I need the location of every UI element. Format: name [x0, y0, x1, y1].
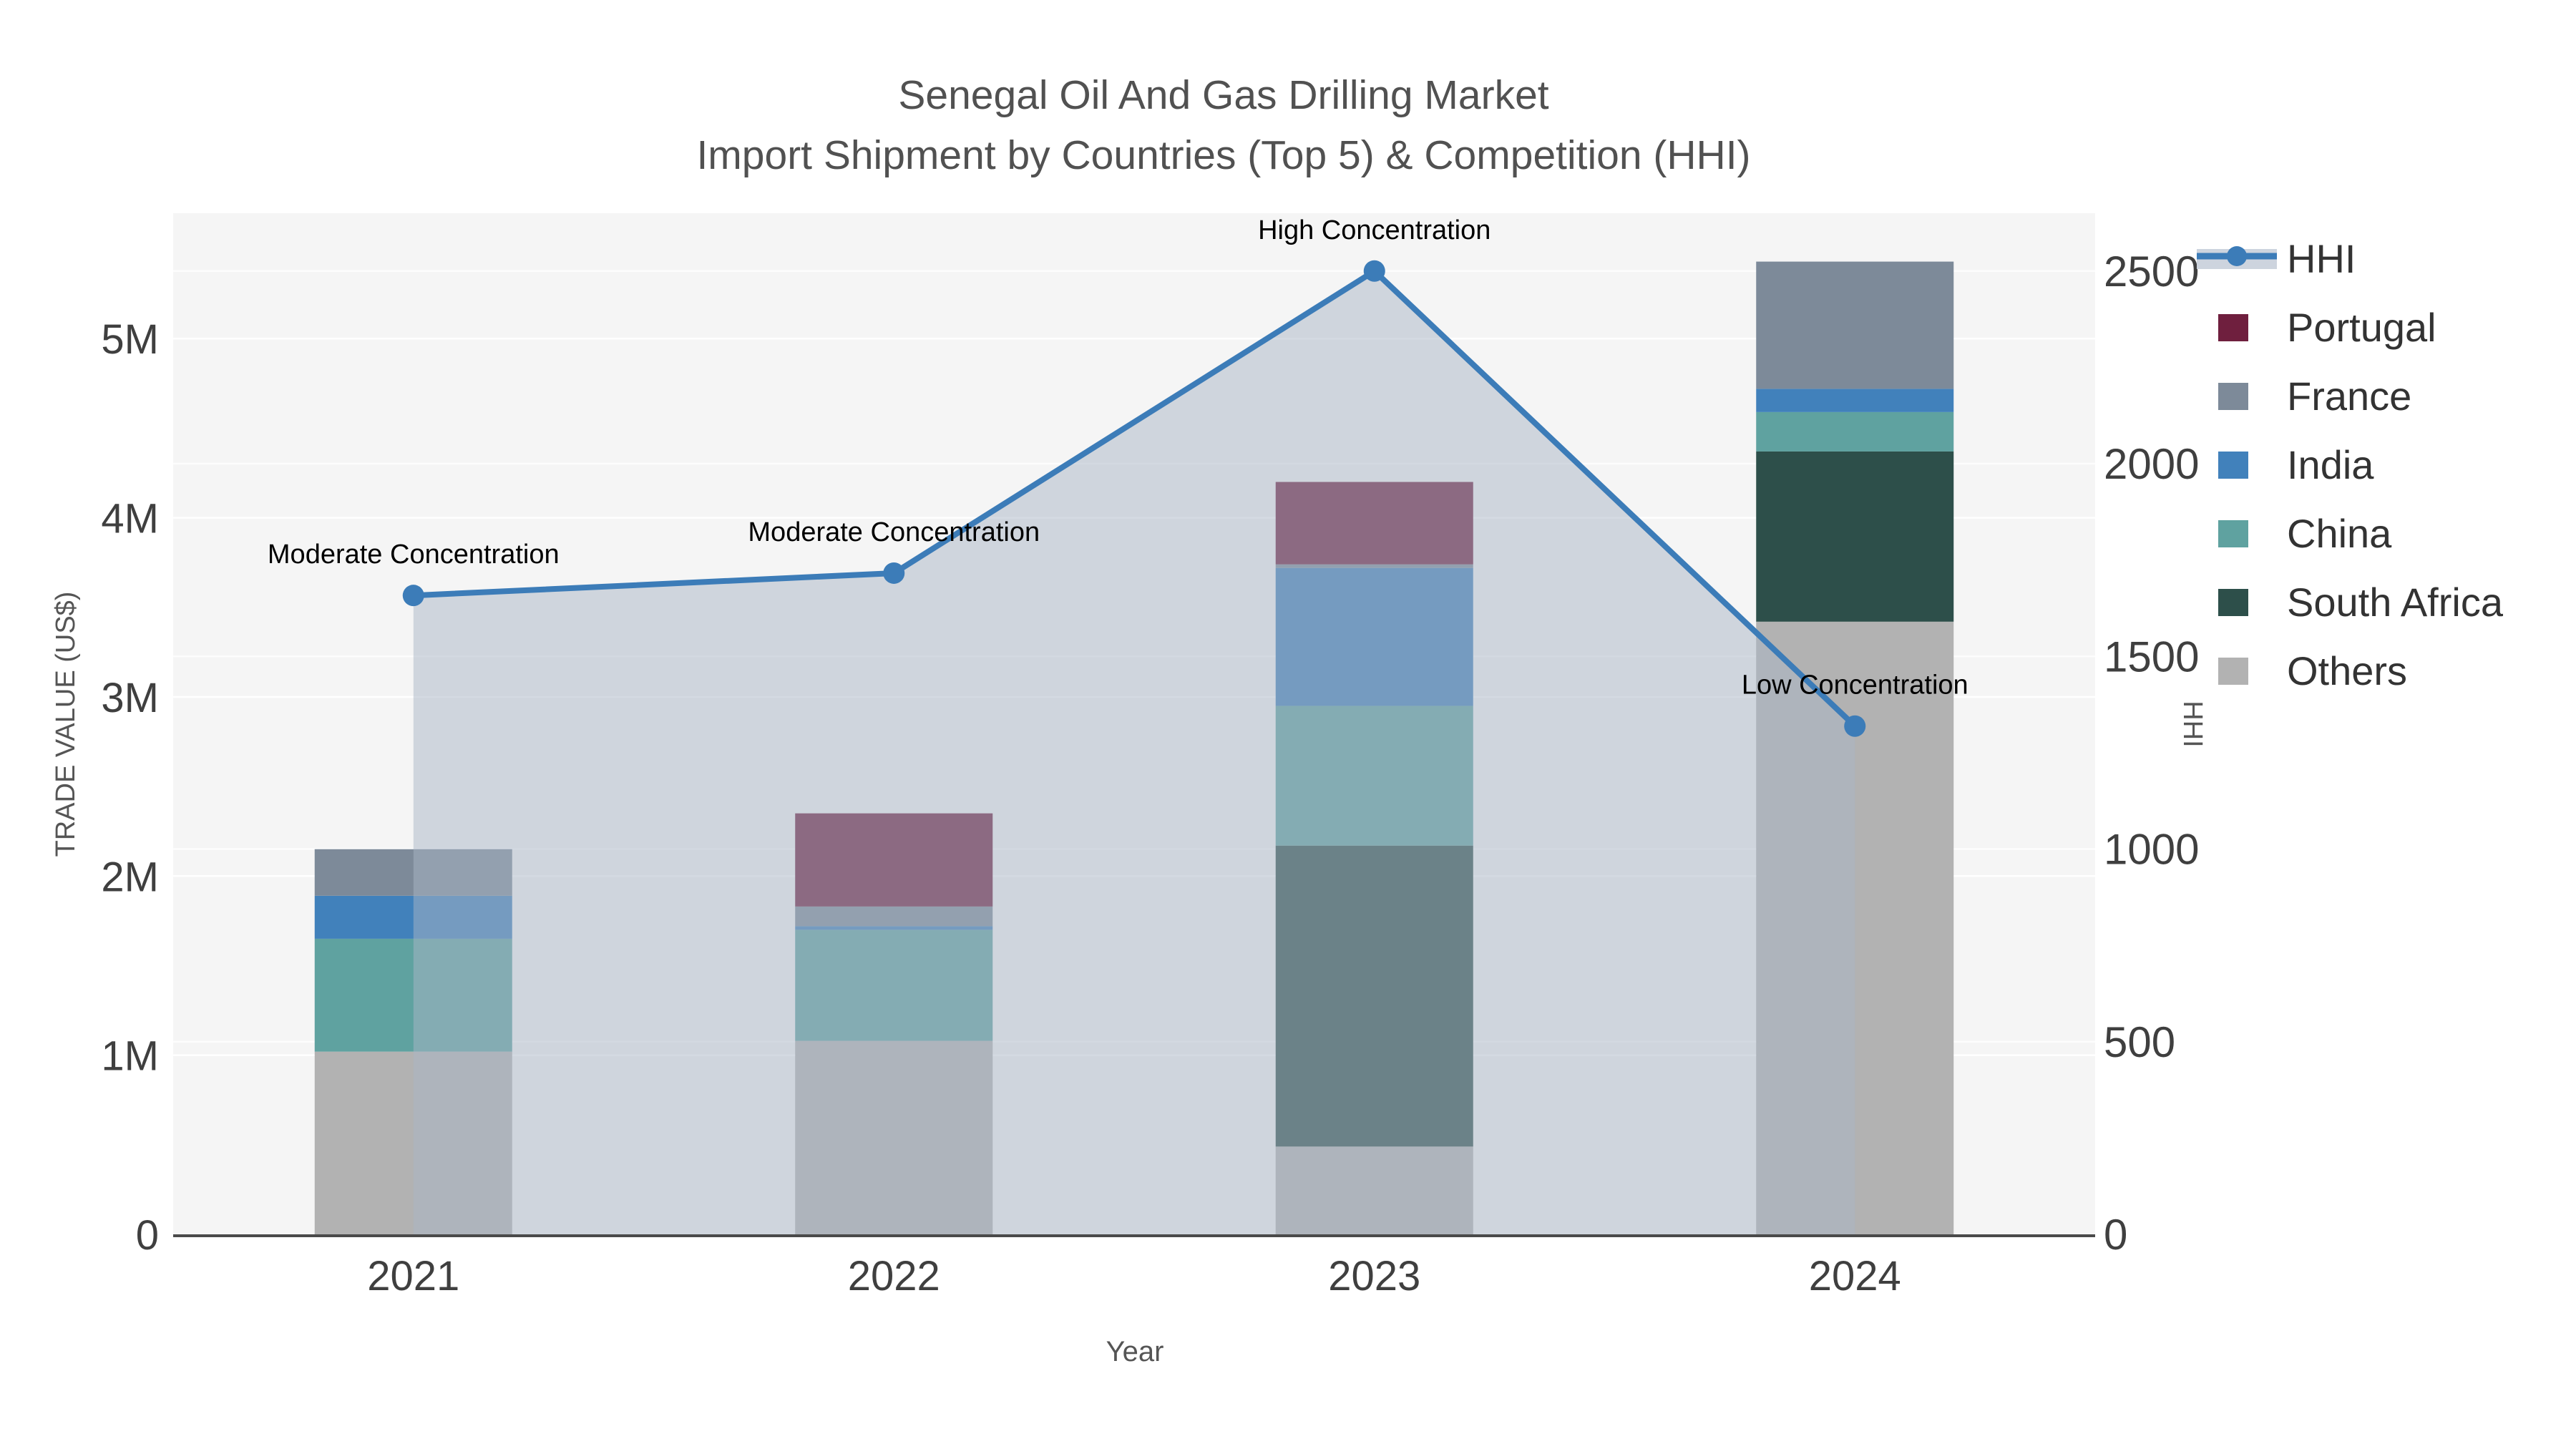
- bar-segment-india-2024: [1756, 389, 1954, 412]
- y-right-tick-label-2000: 2000: [2104, 440, 2199, 488]
- annotation-2021: Moderate Concentration: [268, 540, 560, 570]
- y-left-tick-label-2M: 2M: [101, 854, 159, 900]
- legend-item-hhi[interactable]: HHI: [2197, 236, 2356, 281]
- legend-swatch-india: [2218, 452, 2248, 479]
- legend-swatch-portugal: [2218, 314, 2248, 341]
- legend-item-others[interactable]: Others: [2218, 648, 2407, 693]
- annotation-2023: High Concentration: [1258, 215, 1491, 245]
- y-right-axis-title: HHI: [2177, 701, 2207, 747]
- legend-label: France: [2287, 374, 2411, 419]
- legend-label: South Africa: [2287, 580, 2504, 625]
- y-right-tick-label-1500: 1500: [2104, 633, 2199, 680]
- x-tick-label-2024: 2024: [1809, 1253, 1901, 1299]
- x-tick-label-2022: 2022: [848, 1253, 940, 1299]
- chart-title-line2: Import Shipment by Countries (Top 5) & C…: [696, 132, 1750, 178]
- hhi-marker-2021: [402, 585, 424, 607]
- y-left-tick-label-5M: 5M: [101, 316, 159, 363]
- x-axis-title: Year: [1106, 1336, 1164, 1367]
- annotation-2024: Low Concentration: [1742, 670, 1968, 701]
- hhi-marker-2024: [1844, 715, 1866, 737]
- legend-item-china[interactable]: China: [2218, 511, 2392, 556]
- y-left-tick-label-1M: 1M: [101, 1033, 159, 1080]
- hhi-area-fill: [413, 270, 1855, 1234]
- legend-item-india[interactable]: India: [2218, 442, 2374, 487]
- legend-item-south-africa[interactable]: South Africa: [2218, 580, 2504, 625]
- y-right-tick-label-0: 0: [2104, 1211, 2127, 1259]
- legend-label: China: [2287, 511, 2392, 556]
- y-left-tick-label-0: 0: [136, 1212, 159, 1259]
- legend-swatch-south-africa: [2218, 589, 2248, 616]
- chart-generated-layer: Moderate Concentration Moderate Concentra…: [101, 213, 2504, 1299]
- legend-swatch-france: [2218, 383, 2248, 410]
- legend-label: Portugal: [2287, 305, 2436, 350]
- y-right-tick-label-2500: 2500: [2104, 248, 2199, 296]
- y-right-tick-label-500: 500: [2104, 1018, 2175, 1066]
- y-left-axis-title: TRADE VALUE (US$): [51, 592, 81, 857]
- annotation-2022: Moderate Concentration: [748, 517, 1040, 547]
- y-right-tick-label-1000: 1000: [2104, 826, 2199, 874]
- legend-swatch-china: [2218, 520, 2248, 547]
- legend-label: India: [2287, 442, 2374, 487]
- hhi-marker-2023: [1363, 260, 1385, 282]
- y-left-tick-label-4M: 4M: [101, 496, 159, 542]
- y-left-tick-label-3M: 3M: [101, 675, 159, 721]
- legend-label: HHI: [2287, 236, 2356, 281]
- chart-title-line1: Senegal Oil And Gas Drilling Market: [898, 72, 1548, 118]
- x-tick-label-2023: 2023: [1328, 1253, 1420, 1299]
- legend-swatch-others: [2218, 658, 2248, 685]
- bar-segment-south-africa-2024: [1756, 451, 1954, 622]
- bar-segment-france-2024: [1756, 261, 1954, 389]
- bar-segment-china-2024: [1756, 411, 1954, 452]
- hhi-marker-2022: [883, 562, 905, 584]
- legend-item-france[interactable]: France: [2218, 374, 2411, 419]
- legend-label: Others: [2287, 648, 2407, 693]
- x-tick-label-2021: 2021: [367, 1253, 459, 1299]
- legend-hhi-marker-icon: [2227, 246, 2247, 266]
- hhi-line: [413, 267, 1858, 728]
- legend-item-portugal[interactable]: Portugal: [2218, 305, 2436, 350]
